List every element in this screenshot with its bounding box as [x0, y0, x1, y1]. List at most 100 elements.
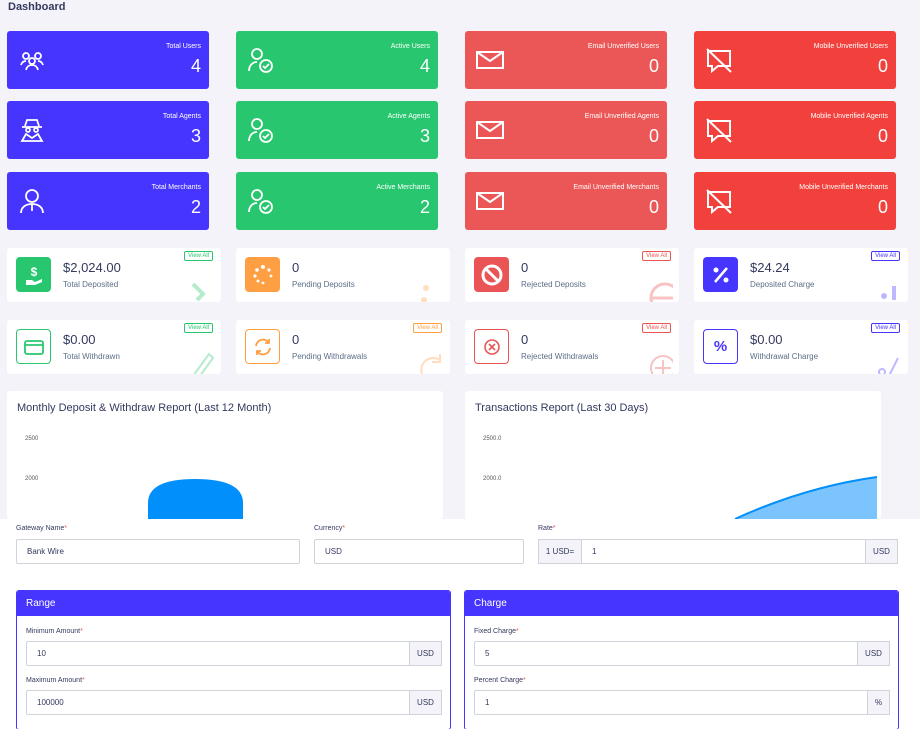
stat-value: 0 — [521, 332, 529, 347]
stat-rejected-deposits: 0 Rejected Deposits View All — [465, 248, 679, 302]
fixed-charge-unit: USD — [857, 641, 890, 666]
view-all-button[interactable]: View All — [642, 323, 671, 333]
users-icon — [20, 52, 44, 71]
user-check-icon — [248, 118, 273, 143]
y-tick-label: 2500 — [25, 436, 39, 442]
widget-value: 2 — [419, 197, 430, 217]
y-tick-label: 2500.0 — [483, 436, 502, 442]
percent-bg-icon — [881, 286, 896, 300]
widget-mobile-unverified-agents[interactable]: Mobile Unverified Agents 0 — [694, 101, 896, 159]
widget-value: 0 — [648, 126, 659, 146]
widget-mobile-unverified-merchants[interactable]: Mobile Unverified Merchants 0 — [694, 172, 896, 230]
gateway-name-input[interactable]: Bank Wire — [16, 539, 300, 564]
hand-dollar-bg-icon — [191, 282, 206, 302]
stat-rejected-withdrawals: 0 Rejected Withdrawals View All — [465, 320, 679, 374]
deposit-bar — [148, 479, 243, 519]
svg-text:$: $ — [30, 265, 37, 279]
ban-icon — [474, 257, 509, 292]
stat-label: Pending Deposits — [292, 280, 355, 289]
widget-label: Total Users — [165, 43, 201, 50]
widget-value: 0 — [648, 197, 659, 217]
stat-value: 0 — [292, 260, 300, 275]
widget-value: 4 — [419, 56, 430, 76]
widget-active-agents[interactable]: Active Agents 3 — [236, 101, 438, 159]
y-tick-label: 2000 — [25, 476, 39, 482]
fixed-charge-label: Fixed Charge* — [474, 628, 519, 635]
stat-value: 0 — [292, 332, 300, 347]
minimum-amount-label: Minimum Amount* — [26, 628, 83, 635]
envelope-icon — [476, 51, 504, 69]
rate-suffix: USD — [865, 539, 898, 564]
widget-total-merchants[interactable]: Total Merchants 2 — [7, 172, 209, 230]
stat-label: Pending Withdrawals — [292, 352, 368, 361]
currency-input[interactable]: USD — [314, 539, 524, 564]
maximum-amount-unit: USD — [409, 690, 442, 715]
stat-deposited-charge: $24.24 Deposited Charge View All — [694, 248, 908, 302]
minimum-amount-input[interactable]: 10 — [26, 641, 410, 666]
percent-charge-input[interactable]: 1 — [474, 690, 868, 715]
y-tick-label: 2000.0 — [483, 476, 502, 482]
percent-icon — [703, 257, 738, 292]
rate-prefix: 1 USD= — [538, 539, 582, 564]
fixed-charge-input[interactable]: 5 — [474, 641, 858, 666]
spinner-bg-icon — [421, 285, 429, 302]
widget-label: Active Agents — [387, 113, 430, 120]
stat-pending-deposits: 0 Pending Deposits — [236, 248, 450, 302]
percent-charge-label: Percent Charge* — [474, 677, 526, 684]
chart-title: Transactions Report (Last 30 Days) — [475, 402, 649, 414]
widget-active-users[interactable]: Active Users 4 — [236, 31, 438, 89]
stat-pending-withdrawals: 0 Pending Withdrawals View All — [236, 320, 450, 374]
percent-bg-icon — [878, 357, 899, 374]
widget-label: Active Merchants — [376, 184, 430, 191]
stat-total-withdrawn: $0.00 Total Withdrawn View All — [7, 320, 221, 374]
view-all-button[interactable]: View All — [413, 323, 442, 333]
stat-label: Rejected Withdrawals — [521, 352, 599, 361]
widget-email-unverified-users[interactable]: Email Unverified Users 0 — [465, 31, 667, 89]
widget-active-merchants[interactable]: Active Merchants 2 — [236, 172, 438, 230]
view-all-button[interactable]: View All — [184, 251, 213, 261]
rate-input[interactable]: 1 — [581, 539, 866, 564]
comment-slash-icon — [706, 118, 732, 144]
chart-plot — [734, 476, 878, 519]
spinner-icon — [245, 257, 280, 292]
widget-label: Email Unverified Users — [587, 43, 659, 50]
stat-withdrawal-charge: % $0.00 Withdrawal Charge View All — [694, 320, 908, 374]
stat-value: 0 — [521, 260, 529, 275]
stat-label: Deposited Charge — [750, 280, 815, 289]
gateway-name-label: Gateway Name* — [16, 525, 67, 532]
range-panel-title: Range — [17, 591, 450, 616]
stat-value: $24.24 — [750, 260, 790, 275]
sync-icon — [245, 329, 280, 364]
widget-value: 0 — [877, 197, 888, 217]
comment-slash-icon — [706, 189, 732, 215]
view-all-button[interactable]: View All — [871, 323, 900, 333]
widget-total-users[interactable]: Total Users 4 — [7, 31, 209, 89]
widget-label: Total Agents — [162, 113, 201, 120]
widget-value: 2 — [190, 197, 201, 217]
transactions-chart: Transactions Report (Last 30 Days) 2500.… — [465, 391, 881, 519]
chart-title: Monthly Deposit & Withdraw Report (Last … — [17, 402, 272, 414]
stat-label: Total Deposited — [63, 280, 119, 289]
widget-email-unverified-agents[interactable]: Email Unverified Agents 0 — [465, 101, 667, 159]
maximum-amount-input[interactable]: 100000 — [26, 690, 410, 715]
comment-slash-icon — [706, 48, 732, 74]
transactions-line — [734, 476, 878, 519]
widget-total-agents[interactable]: Total Agents 3 — [7, 101, 209, 159]
widget-label: Mobile Unverified Users — [813, 43, 888, 50]
sync-bg-icon — [420, 354, 441, 374]
percent-icon: % — [703, 329, 738, 364]
widget-label: Email Unverified Merchants — [573, 184, 659, 191]
view-all-button[interactable]: View All — [871, 251, 900, 261]
stat-value: $0.00 — [750, 332, 783, 347]
widget-value: 0 — [877, 56, 888, 76]
currency-label: Currency* — [314, 525, 346, 532]
user-secret-icon — [20, 119, 44, 142]
widget-label: Mobile Unverified Agents — [810, 113, 888, 120]
view-all-button[interactable]: View All — [184, 323, 213, 333]
credit-card-icon — [16, 329, 51, 364]
widget-mobile-unverified-users[interactable]: Mobile Unverified Users 0 — [694, 31, 896, 89]
widget-value: 0 — [877, 126, 888, 146]
view-all-button[interactable]: View All — [642, 251, 671, 261]
widget-email-unverified-merchants[interactable]: Email Unverified Merchants 0 — [465, 172, 667, 230]
maximum-amount-label: Maximum Amount* — [26, 677, 85, 684]
